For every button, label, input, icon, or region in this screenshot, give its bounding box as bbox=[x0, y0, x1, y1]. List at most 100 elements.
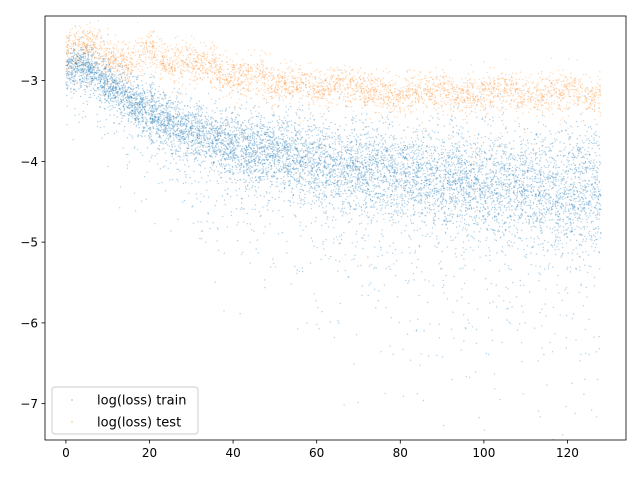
data-point bbox=[508, 165, 510, 167]
data-point bbox=[200, 221, 202, 223]
data-point bbox=[186, 130, 188, 132]
data-point bbox=[382, 177, 384, 179]
data-point bbox=[468, 376, 471, 378]
data-point bbox=[162, 131, 164, 134]
data-point bbox=[497, 161, 500, 164]
data-point bbox=[564, 288, 566, 291]
data-point bbox=[498, 181, 500, 183]
data-point bbox=[162, 134, 164, 137]
data-point bbox=[343, 158, 346, 160]
data-point bbox=[100, 86, 103, 89]
data-point bbox=[540, 178, 542, 181]
data-point bbox=[561, 208, 563, 210]
data-point bbox=[480, 165, 482, 168]
data-point bbox=[451, 149, 454, 151]
data-point bbox=[143, 103, 145, 105]
data-point bbox=[220, 118, 222, 120]
data-point bbox=[346, 146, 349, 149]
data-point bbox=[428, 191, 431, 193]
data-point bbox=[235, 189, 237, 192]
data-point bbox=[189, 106, 191, 109]
data-point bbox=[206, 107, 208, 109]
data-point bbox=[245, 149, 247, 152]
data-point bbox=[529, 199, 531, 202]
data-point bbox=[404, 185, 406, 187]
data-point bbox=[539, 193, 541, 195]
data-point bbox=[131, 113, 134, 115]
data-point bbox=[514, 184, 517, 187]
data-point bbox=[593, 250, 595, 252]
data-point bbox=[522, 311, 525, 313]
data-point bbox=[519, 214, 522, 216]
data-point bbox=[440, 208, 443, 210]
data-point bbox=[181, 129, 183, 132]
data-point bbox=[224, 151, 227, 153]
data-point bbox=[169, 120, 171, 122]
data-point bbox=[322, 130, 324, 132]
data-point bbox=[187, 123, 189, 125]
data-point bbox=[397, 146, 400, 149]
data-point bbox=[106, 89, 108, 91]
data-point bbox=[452, 222, 454, 225]
data-point bbox=[359, 186, 361, 188]
data-point bbox=[448, 184, 450, 186]
data-point bbox=[283, 179, 285, 182]
data-point bbox=[140, 113, 142, 115]
data-point bbox=[289, 146, 292, 148]
data-point bbox=[474, 178, 476, 181]
data-point bbox=[229, 129, 231, 132]
data-point bbox=[184, 121, 186, 123]
data-point bbox=[544, 201, 546, 204]
data-point bbox=[558, 292, 560, 294]
data-point bbox=[150, 92, 153, 94]
data-point bbox=[332, 168, 335, 170]
data-point bbox=[468, 224, 470, 227]
data-point bbox=[308, 128, 310, 131]
data-point bbox=[543, 212, 545, 214]
data-point bbox=[464, 150, 466, 152]
data-point bbox=[358, 144, 361, 146]
data-point bbox=[261, 175, 264, 178]
data-point bbox=[377, 182, 379, 184]
data-point bbox=[410, 215, 412, 217]
data-point bbox=[393, 172, 396, 174]
data-point bbox=[161, 141, 163, 143]
data-point bbox=[239, 179, 242, 181]
data-point bbox=[221, 149, 224, 151]
data-point bbox=[390, 150, 392, 152]
data-point bbox=[365, 147, 367, 150]
data-point bbox=[146, 101, 149, 104]
data-point bbox=[371, 200, 373, 202]
data-point bbox=[190, 152, 193, 154]
data-point bbox=[399, 148, 401, 151]
data-point bbox=[341, 207, 344, 209]
data-point bbox=[204, 122, 207, 125]
data-point bbox=[219, 128, 222, 130]
data-point bbox=[350, 190, 352, 192]
data-point bbox=[196, 137, 199, 139]
data-point bbox=[376, 171, 379, 173]
data-point bbox=[194, 122, 197, 125]
data-point bbox=[459, 174, 461, 176]
data-point bbox=[515, 197, 518, 200]
data-point bbox=[224, 165, 226, 168]
data-point bbox=[394, 209, 396, 212]
data-point bbox=[577, 219, 579, 222]
data-point bbox=[576, 253, 579, 255]
data-point bbox=[562, 155, 564, 158]
data-point bbox=[532, 221, 534, 223]
data-point bbox=[313, 162, 316, 165]
data-point bbox=[423, 181, 425, 184]
data-point bbox=[176, 101, 179, 103]
data-point bbox=[508, 163, 511, 165]
data-point bbox=[456, 215, 459, 217]
data-point bbox=[327, 183, 329, 185]
data-point bbox=[499, 201, 501, 203]
data-point bbox=[538, 202, 541, 205]
data-point bbox=[323, 150, 325, 152]
data-point bbox=[179, 170, 181, 172]
data-point bbox=[304, 193, 306, 195]
data-point bbox=[259, 177, 262, 180]
data-point bbox=[388, 123, 391, 126]
data-point bbox=[330, 163, 332, 165]
